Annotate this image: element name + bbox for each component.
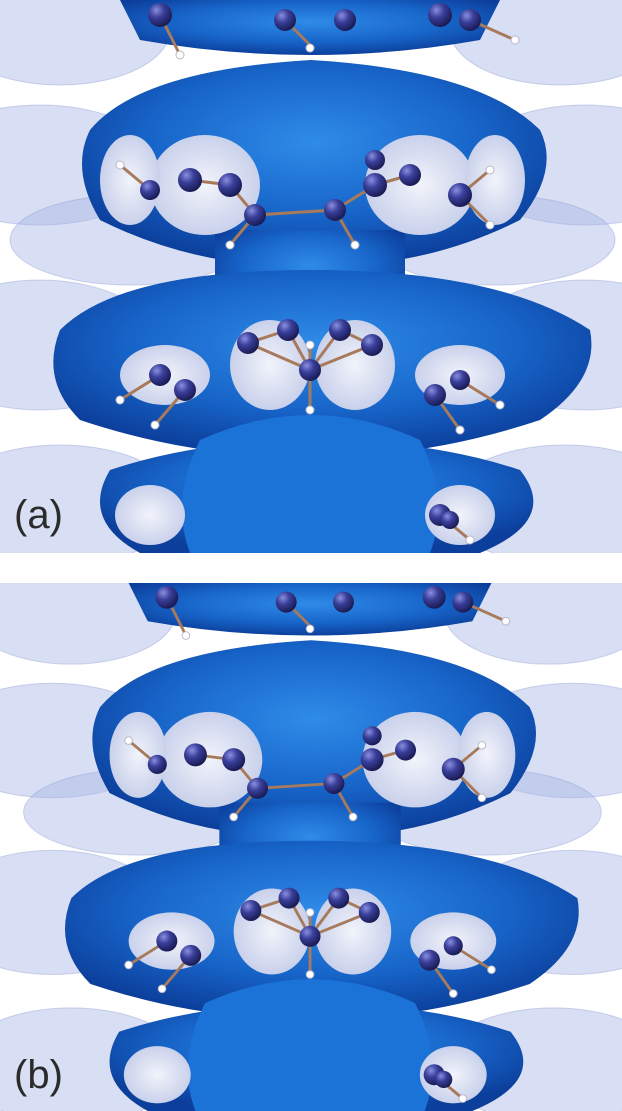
panel-label: (b)	[14, 1053, 63, 1097]
page: (a) (b) (() => { const data = JSON.parse…	[0, 0, 622, 1111]
figure: (a) (b)	[0, 0, 622, 1111]
panel-b-image	[0, 559, 622, 1111]
panel-label: (a)	[14, 493, 63, 537]
panel-a-image	[0, 0, 622, 565]
